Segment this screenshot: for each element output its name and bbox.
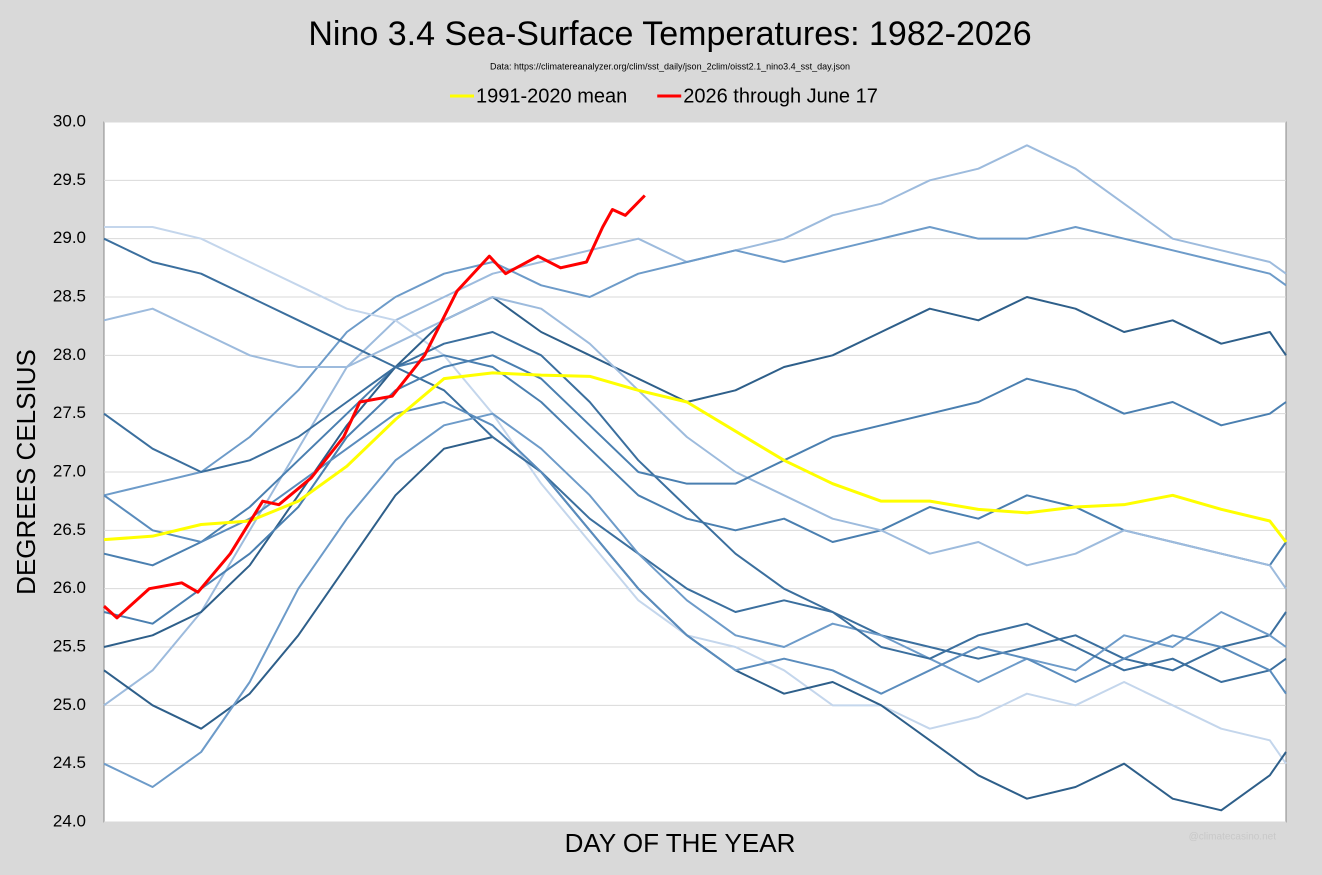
y-tick-label: 25.0 <box>53 695 86 714</box>
x-axis-label: DAY OF THE YEAR <box>565 828 796 858</box>
series-line <box>103 371 1288 543</box>
y-tick-label: 28.0 <box>53 345 86 364</box>
legend-label: 1991-2020 mean <box>476 85 627 107</box>
y-tick-label: 25.5 <box>53 636 86 655</box>
y-tick-label: 26.0 <box>53 578 86 597</box>
y-tick-label: 24.5 <box>53 753 86 772</box>
y-tick-label: 28.5 <box>53 286 86 305</box>
year-line <box>103 296 1287 590</box>
y-tick-label: 27.0 <box>53 461 86 480</box>
year-line <box>103 401 1287 695</box>
y-tick-label: 29.0 <box>53 228 86 247</box>
y-tick-label: 29.5 <box>53 170 86 189</box>
y-tick-label: 30.0 <box>53 111 86 130</box>
y-tick-label: 26.5 <box>53 520 86 539</box>
legend-label: 2026 through June 17 <box>683 85 878 107</box>
series-line <box>102 194 646 620</box>
y-tick-label: 27.5 <box>53 403 86 422</box>
year-line <box>103 237 1287 672</box>
year-line <box>103 226 1287 497</box>
y-tick-label: 24.0 <box>53 811 86 830</box>
watermark: @climatecasino.net <box>1189 832 1277 843</box>
chart-subtitle: Data: https://climatereanalyzer.org/clim… <box>490 61 850 71</box>
year-line <box>103 354 1287 567</box>
chart-title: Nino 3.4 Sea-Surface Temperatures: 1982-… <box>308 15 1031 53</box>
y-axis-label: DEGREES CELSIUS <box>11 349 41 595</box>
year-line <box>103 412 1287 788</box>
year-line <box>104 226 1287 765</box>
year-line <box>103 331 1287 683</box>
